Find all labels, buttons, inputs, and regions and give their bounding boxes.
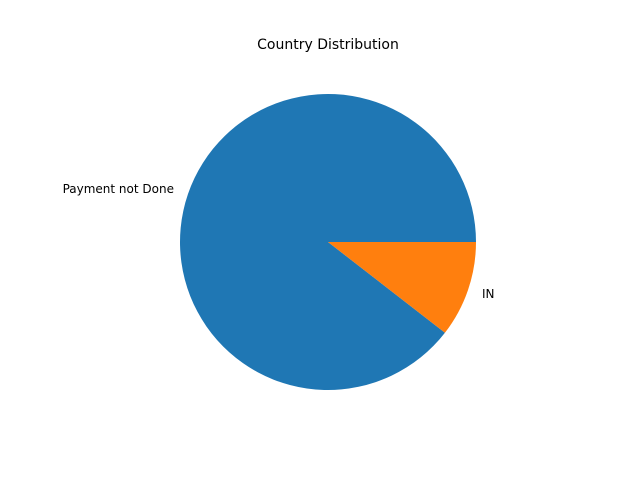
pie-slices — [180, 93, 477, 390]
chart-title: Country Distribution — [257, 37, 399, 53]
pie-slice-payment-not-done — [180, 93, 477, 390]
pie-labels: Payment not Done IN — [63, 182, 495, 301]
pie-label-in: IN — [482, 287, 495, 301]
pie-slice-in — [328, 242, 476, 333]
pie-label-payment-not-done: Payment not Done — [63, 182, 174, 196]
